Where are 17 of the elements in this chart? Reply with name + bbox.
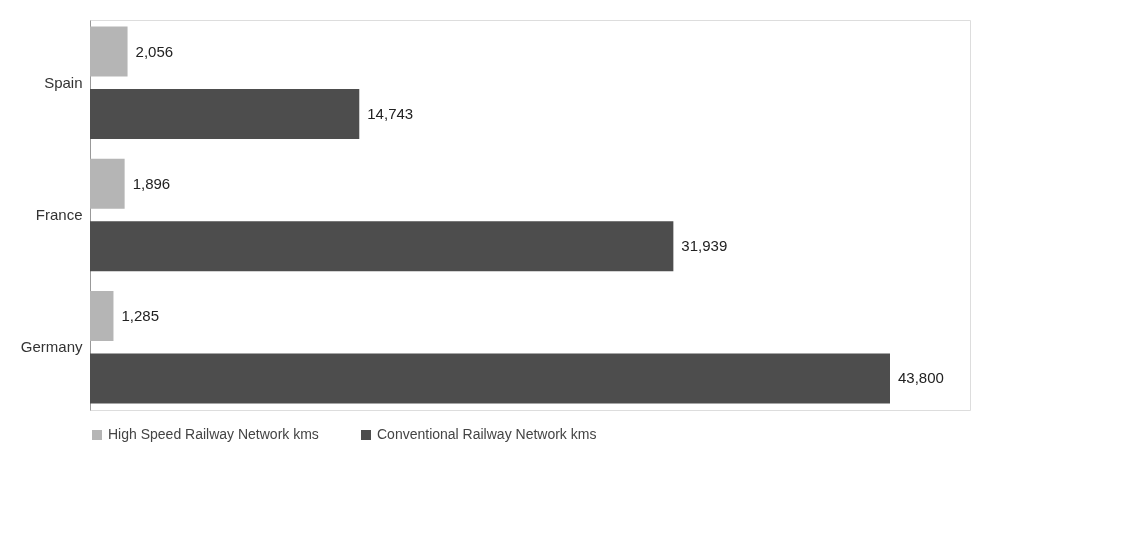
- y-tick-label: France: [35, 206, 83, 223]
- y-tick-label: Germany: [20, 338, 83, 356]
- bar: [90, 291, 114, 341]
- data-label: 14,743: [367, 105, 414, 123]
- data-label: 1,285: [121, 306, 160, 324]
- data-label: 1,896: [132, 174, 171, 192]
- bar: [90, 26, 128, 77]
- data-label: 2,056: [135, 42, 174, 60]
- legend-label: Conventional Railway Network kms: [377, 426, 597, 442]
- bar: [90, 89, 360, 139]
- bar: [90, 221, 674, 272]
- bar: [90, 353, 890, 404]
- y-tick-label: Spain: [44, 73, 83, 91]
- bar: [90, 158, 125, 209]
- data-label: 31,939: [681, 237, 728, 255]
- data-label: 43,800: [898, 369, 944, 387]
- legend-label: High Speed Railway Network kms: [108, 426, 319, 442]
